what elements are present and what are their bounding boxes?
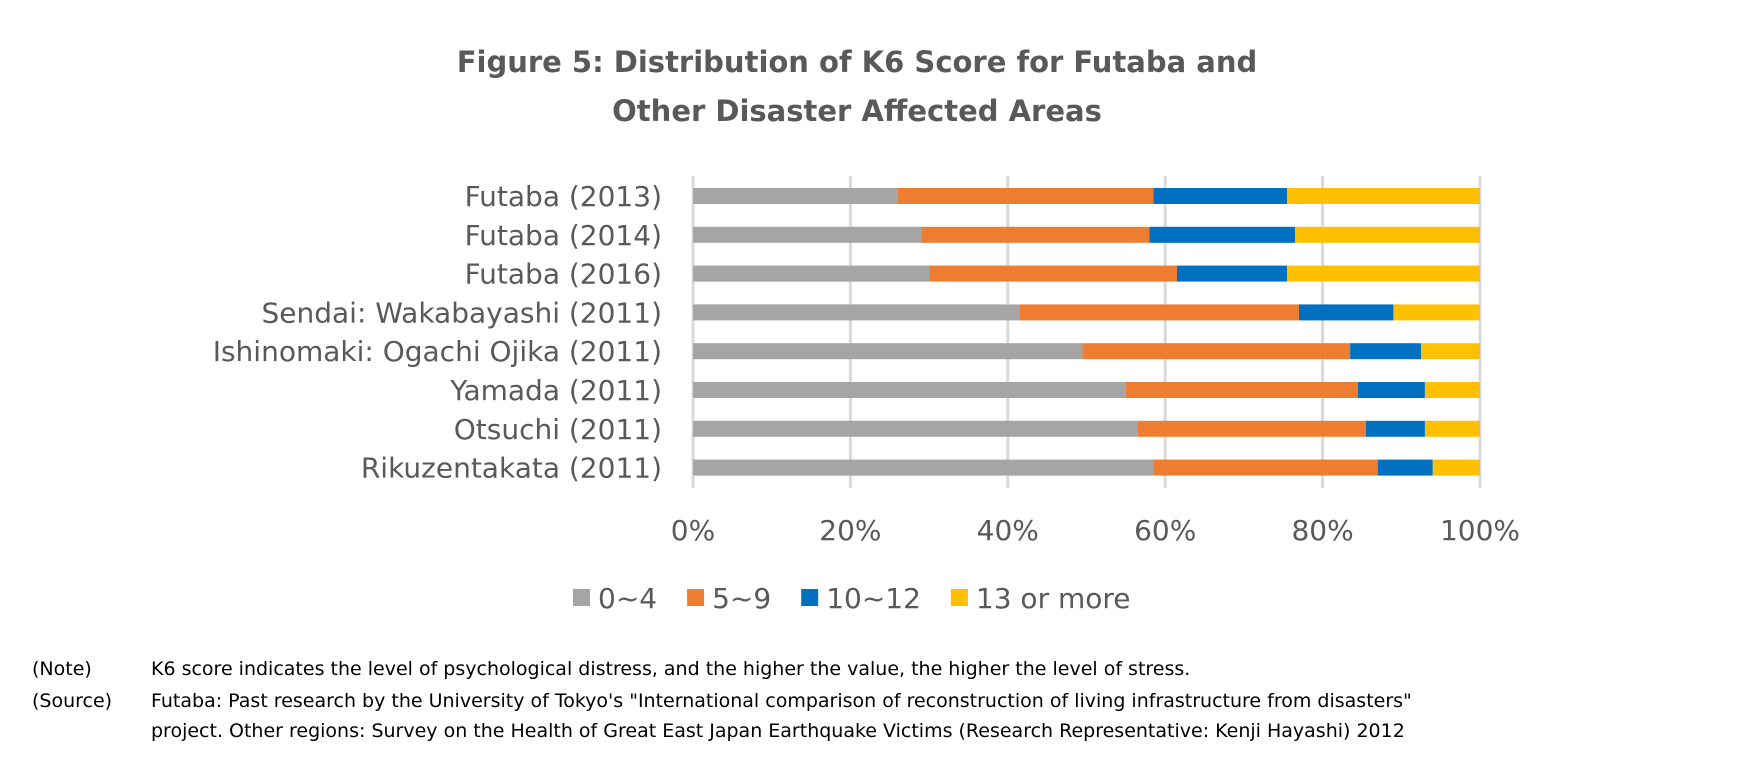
legend-swatch <box>801 589 819 606</box>
note-text: K6 score indicates the level of psycholo… <box>151 658 1191 680</box>
category-label: Futaba (2013) <box>465 180 662 213</box>
bar-segment-0-4 <box>693 304 1020 321</box>
bar-segment-5-9 <box>1082 343 1351 360</box>
legend-label: 0~4 <box>598 582 657 615</box>
bar-segment-5-9 <box>897 188 1154 204</box>
legend-label: 10~12 <box>826 582 921 615</box>
bar-segment-13-or-more <box>1295 226 1480 243</box>
bar-segment-5-9 <box>1125 382 1359 398</box>
bar-segment-10-12 <box>1350 343 1421 360</box>
bar-segment-0-4 <box>693 265 930 282</box>
legend-swatch <box>573 589 590 606</box>
bar-segment-0-4 <box>693 382 1126 398</box>
bar-segment-13-or-more <box>1420 343 1480 360</box>
bar-segment-5-9 <box>1153 459 1378 476</box>
category-label: Otsuchi (2011) <box>454 413 662 446</box>
bar-segment-13-or-more <box>1432 459 1480 476</box>
bar-segment-13-or-more <box>1287 265 1480 282</box>
category-label: Futaba (2016) <box>465 258 662 291</box>
bar-segment-10-12 <box>1177 265 1288 282</box>
bar-segment-5-9 <box>1019 304 1299 321</box>
legend-swatch <box>687 589 705 606</box>
bar-segment-5-9 <box>921 226 1150 243</box>
category-label: Futaba (2014) <box>465 219 662 252</box>
chart-title: Figure 5: Distribution of K6 Score for F… <box>457 45 1258 79</box>
category-labels: Futaba (2013) Futaba (2014) Futaba (2016) S… <box>213 180 662 485</box>
bar-segment-5-9 <box>1137 420 1366 437</box>
x-tick-label: 60% <box>1134 514 1196 547</box>
x-tick-label: 40% <box>977 514 1039 547</box>
category-label: Yamada (2011) <box>449 374 662 407</box>
bar-segment-0-4 <box>693 188 898 204</box>
bar-segment-0-4 <box>693 343 1083 360</box>
source-text: Futaba: Past research by the University … <box>151 690 1412 712</box>
gridlines <box>691 176 1482 488</box>
source-key: (Source) <box>32 690 113 712</box>
legend-swatch <box>950 589 968 606</box>
bar-segment-0-4 <box>693 459 1154 476</box>
bar-segment-5-9 <box>929 265 1178 282</box>
bar-segment-13-or-more <box>1424 382 1480 398</box>
chart-title-line2: Other Disaster Affected Areas <box>612 94 1102 128</box>
bar-segment-10-12 <box>1153 188 1288 204</box>
bar-segment-0-4 <box>693 226 922 243</box>
bar-segment-10-12 <box>1358 382 1425 398</box>
legend-label: 5~9 <box>712 582 771 615</box>
bar-segment-10-12 <box>1298 304 1394 321</box>
x-axis-tick-labels: 0% 20% 40% 60% 80% 100% <box>671 514 1520 547</box>
bar-segment-13-or-more <box>1287 188 1480 204</box>
x-tick-label: 0% <box>671 514 715 547</box>
x-tick-label: 80% <box>1291 514 1353 547</box>
x-tick-label: 100% <box>1440 514 1520 547</box>
bar-segment-13-or-more <box>1424 420 1480 437</box>
bar-segment-13-or-more <box>1393 304 1480 321</box>
category-label: Ishinomaki: Ogachi Ojika (2011) <box>213 335 662 368</box>
legend-label: 13 or more <box>976 582 1131 615</box>
bars <box>693 188 1480 476</box>
category-label: Rikuzentakata (2011) <box>361 452 662 485</box>
legend: 0~4 5~9 10~12 13 or more <box>573 582 1131 615</box>
x-tick-label: 20% <box>819 514 881 547</box>
bar-segment-10-12 <box>1149 226 1296 243</box>
bar-segment-10-12 <box>1365 420 1425 437</box>
category-label: Sendai: Wakabayashi (2011) <box>261 296 662 329</box>
bar-segment-0-4 <box>693 420 1138 437</box>
bar-segment-10-12 <box>1377 459 1433 476</box>
note-key: (Note) <box>32 658 92 680</box>
source-text-2: project. Other regions: Survey on the He… <box>151 720 1405 742</box>
